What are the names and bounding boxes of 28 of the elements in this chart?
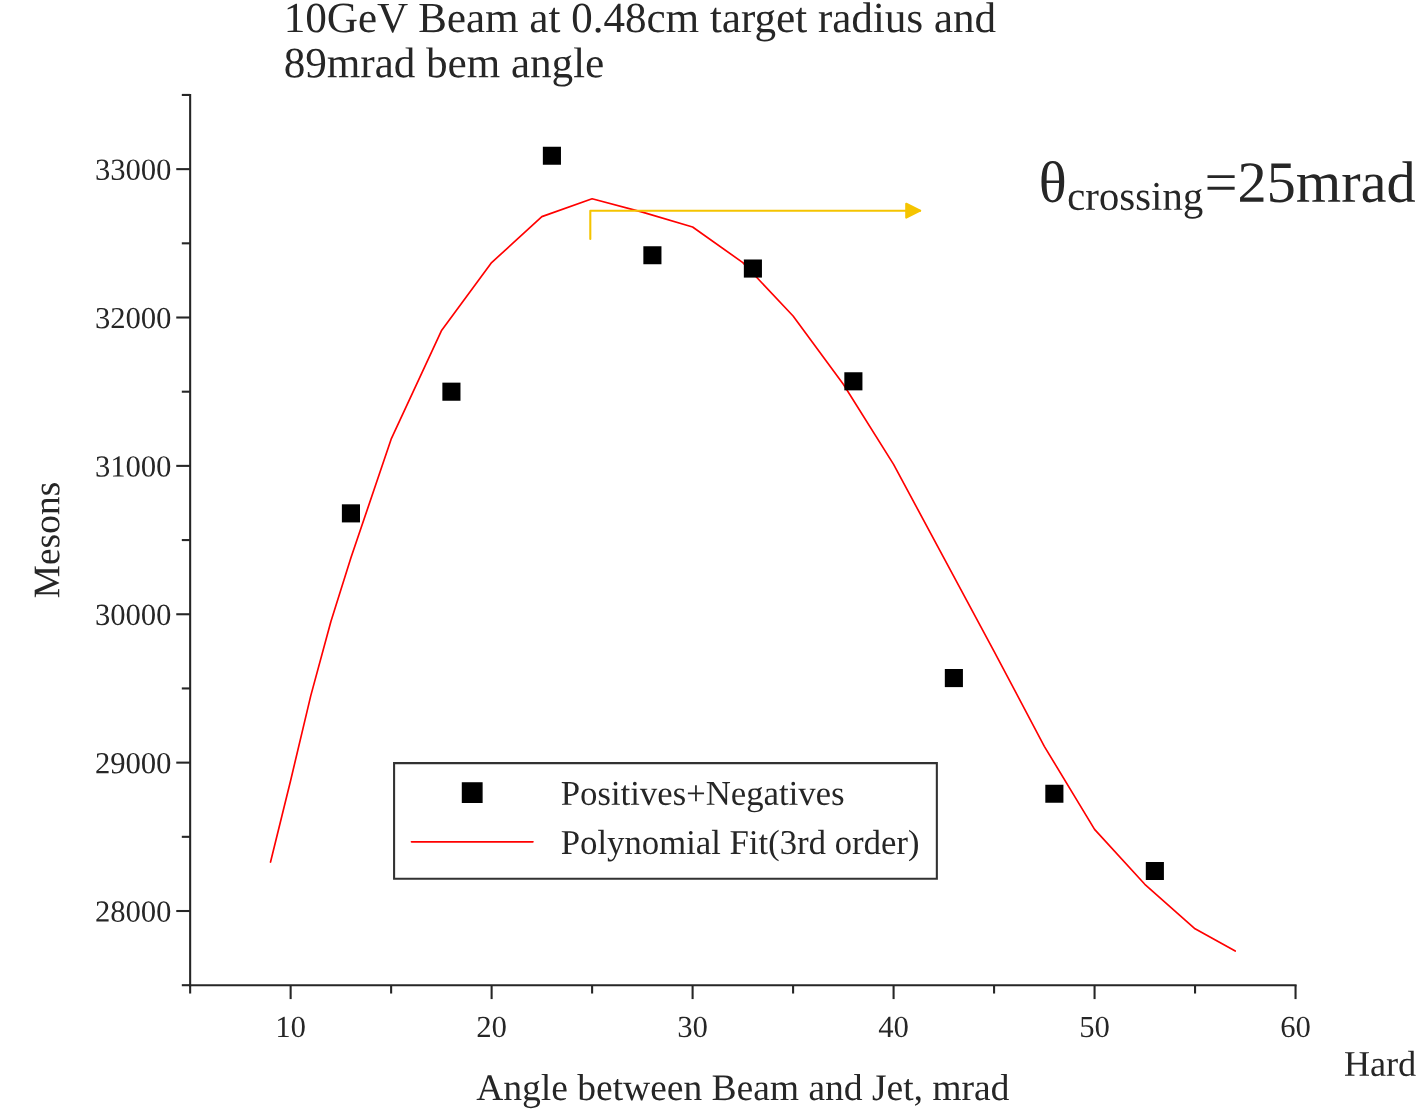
point: [442, 382, 461, 401]
point: [944, 669, 963, 688]
point: [1045, 784, 1064, 803]
point: [542, 146, 561, 165]
y-tick-label: 29000: [96, 752, 171, 774]
text: Hard: [1345, 1050, 1416, 1077]
x-axis-title: Angle between Beam and Jet, mrad: [476, 1074, 1009, 1109]
x-tick-label: 50: [1081, 1016, 1109, 1038]
chart-title: 10GeV Beam at 0.48cm target radius and 89mrad bem angle: [285, 2, 996, 87]
x-tick-label: 30: [678, 1016, 707, 1038]
legend-label: Polynomial Fit(3rd order): [561, 829, 918, 862]
point: [643, 246, 662, 265]
point: [1145, 861, 1164, 880]
legend-label: Positives+Negatives: [561, 781, 844, 813]
y-tick-label: 32000: [96, 307, 171, 329]
x-tick-label: 10: [278, 1016, 305, 1038]
x-tick-label: 60: [1281, 1016, 1310, 1038]
y-tick-label: 30000: [96, 604, 171, 626]
x-tick-label: 40: [878, 1016, 908, 1038]
y-axis-title: Mesons: [34, 483, 60, 598]
y-tick-label: 28000: [96, 901, 171, 922]
y-tick-label: 31000: [96, 456, 171, 477]
annotation: θ$_{crossing}$=25mrad: [1041, 161, 1415, 219]
x-tick-label: 20: [477, 1016, 506, 1038]
y-tick-label: 33000: [96, 159, 171, 181]
point: [844, 372, 863, 391]
point: [743, 259, 762, 278]
point: [341, 504, 360, 523]
